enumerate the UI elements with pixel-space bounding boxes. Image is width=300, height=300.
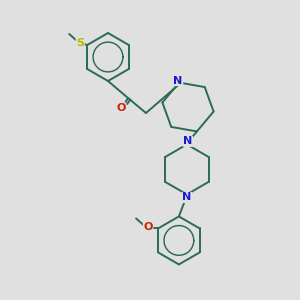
Text: N: N	[183, 136, 193, 146]
Text: O: O	[143, 222, 153, 233]
Text: N: N	[182, 192, 191, 203]
Text: O: O	[116, 103, 126, 113]
Text: S: S	[76, 38, 84, 48]
Text: N: N	[173, 76, 183, 85]
